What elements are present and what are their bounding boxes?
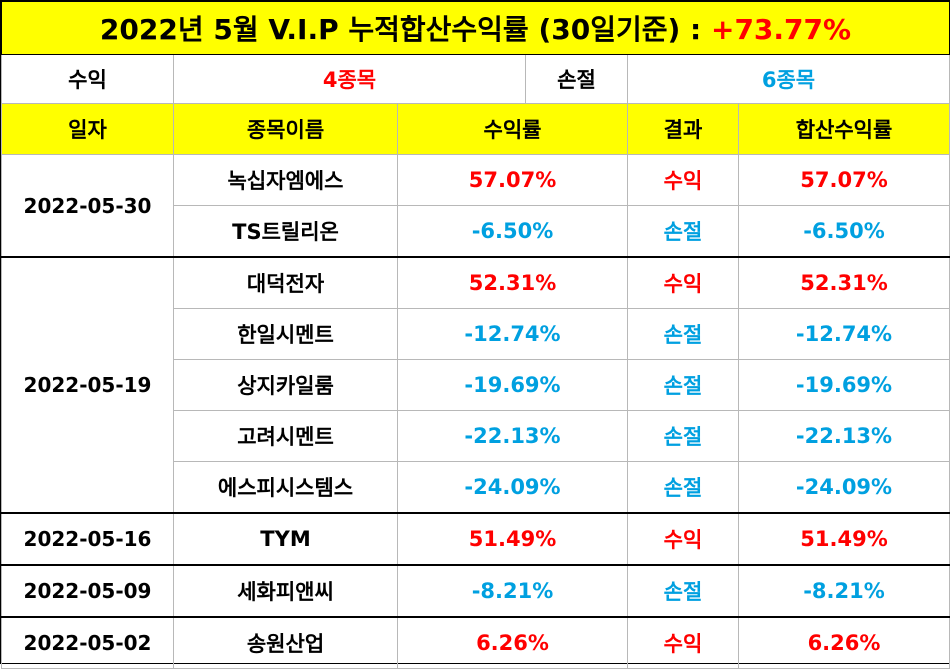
stock-name: 송원산업 — [173, 616, 398, 669]
stock-name: 한일시멘트 — [173, 308, 398, 360]
table-row: 에스피시스템스 -24.09% 손절 -24.09% — [2, 461, 950, 514]
title-row: 2022년 5월 V.I.P 누적합산수익률 (30일기준) : +73.77% — [1, 1, 950, 55]
stock-name: TS트릴리온 — [173, 205, 398, 258]
header-row: 일자 종목이름 수익률 결과 합산수익률 — [1, 103, 950, 155]
total-return: 57.07% — [738, 154, 950, 206]
result-badge: 손절 — [627, 205, 739, 258]
total-return: -6.50% — [738, 205, 950, 258]
title-text: 2022년 5월 V.I.P 누적합산수익률 (30일기준) : — [99, 13, 711, 46]
total-return: -24.09% — [738, 461, 950, 514]
date-cell: 2022-05-02 — [1, 616, 174, 669]
summary-loss-label: 손절 — [525, 54, 628, 104]
return-rate: -12.74% — [397, 308, 628, 360]
title-value: +73.77% — [710, 13, 852, 46]
result-badge: 손절 — [627, 308, 739, 360]
header-rate: 수익률 — [397, 103, 628, 155]
page-title: 2022년 5월 V.I.P 누적합산수익률 (30일기준) : +73.77% — [1, 1, 950, 55]
return-rate: 57.07% — [397, 154, 628, 206]
result-badge: 수익 — [627, 256, 739, 309]
header-total: 합산수익률 — [738, 103, 950, 155]
header-date: 일자 — [1, 103, 174, 155]
summary-gain-value: 4종목 — [173, 54, 526, 104]
total-return: 6.26% — [738, 616, 950, 669]
summary-gain-label: 수익 — [1, 54, 174, 104]
total-return: -12.74% — [738, 308, 950, 360]
date-cell: 2022-05-09 — [1, 564, 174, 618]
date-cell: 2022-05-19 — [1, 256, 174, 514]
summary-loss-value: 6종목 — [627, 54, 950, 104]
stock-name: 세화피앤씨 — [173, 564, 398, 618]
stock-name: 에스피시스템스 — [173, 461, 398, 514]
summary-row: 수익 4종목 손절 6종목 — [1, 54, 950, 104]
return-rate: -19.69% — [397, 359, 628, 411]
total-return: -8.21% — [738, 564, 950, 618]
table-row: 2022-05-30 녹십자엠에스 57.07% 수익 57.07% — [1, 154, 950, 258]
return-rate: -8.21% — [397, 564, 628, 618]
stock-name: 대덕전자 — [173, 256, 398, 309]
table-row: 2022-05-02 송원산업 6.26% 수익 6.26% — [1, 616, 950, 669]
return-rate: 52.31% — [397, 256, 628, 309]
date-cell: 2022-05-30 — [1, 154, 174, 258]
table-row: 2022-05-09 세화피앤씨 -8.21% 손절 -8.21% — [1, 564, 950, 618]
total-return: -19.69% — [738, 359, 950, 411]
result-badge: 손절 — [627, 564, 739, 618]
total-return: -22.13% — [738, 410, 950, 462]
result-badge: 손절 — [627, 410, 739, 462]
total-return: 52.31% — [738, 256, 950, 309]
return-rate: -24.09% — [397, 461, 628, 514]
table-row: 한일시멘트 -12.74% 손절 -12.74% — [2, 308, 950, 360]
return-rate: -22.13% — [397, 410, 628, 462]
table-row: 2022-05-16 TYM 51.49% 수익 51.49% — [1, 512, 950, 566]
table-row: 2022-05-19 대덕전자 52.31% 수익 52.31% — [1, 256, 950, 514]
return-rate: 51.49% — [397, 512, 628, 566]
result-badge: 수익 — [627, 616, 739, 669]
stock-name: 고려시멘트 — [173, 410, 398, 462]
result-badge: 손절 — [627, 461, 739, 514]
table-row: 상지카일룸 -19.69% 손절 -19.69% — [2, 359, 950, 411]
date-cell: 2022-05-16 — [1, 512, 174, 566]
stock-name: TYM — [173, 512, 398, 566]
stock-name: 상지카일룸 — [173, 359, 398, 411]
result-badge: 손절 — [627, 359, 739, 411]
result-badge: 수익 — [627, 512, 739, 566]
total-return: 51.49% — [738, 512, 950, 566]
stock-name: 녹십자엠에스 — [173, 154, 398, 206]
return-rate: -6.50% — [397, 205, 628, 258]
result-badge: 수익 — [627, 154, 739, 206]
return-rate: 6.26% — [397, 616, 628, 669]
table-row: 고려시멘트 -22.13% 손절 -22.13% — [2, 410, 950, 462]
header-name: 종목이름 — [173, 103, 398, 155]
header-result: 결과 — [627, 103, 739, 155]
